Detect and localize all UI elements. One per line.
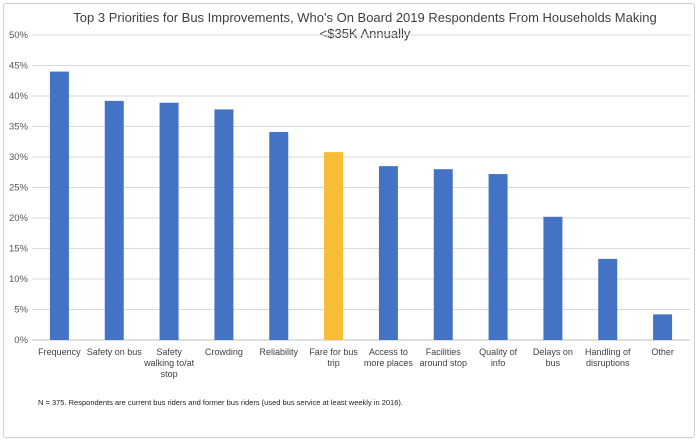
y-tick-label: 50% [9, 30, 29, 41]
x-category-label-line: disruptions [586, 358, 630, 368]
x-category-label: Frequency [38, 347, 81, 357]
chart-title-line: <$35K Annually [319, 26, 411, 41]
x-category-label-line: Crowding [205, 347, 243, 357]
x-category-label-line: Fare for bus [309, 347, 358, 357]
x-category-label: Other [651, 347, 674, 357]
x-category-label: Quality of info [479, 347, 518, 368]
y-tick-label: 45% [9, 61, 29, 72]
x-category-label-line: info [491, 358, 506, 368]
x-category-label: Access to more places [364, 347, 414, 368]
y-tick-label: 25% [9, 183, 29, 194]
y-tick-label: 10% [9, 274, 29, 285]
x-category-label-line: Facilities [426, 347, 462, 357]
x-category-label-line: Reliability [259, 347, 298, 357]
x-category-label: Handling of disruptions [585, 347, 631, 368]
y-tick-label: 20% [9, 213, 29, 224]
x-category-label: Facilities around stop [419, 347, 467, 368]
bar [488, 174, 508, 340]
bar [214, 109, 234, 340]
chart-title: Top 3 Priorities for Bus Improvements, W… [60, 10, 670, 42]
bar [378, 166, 398, 340]
bar [543, 216, 563, 340]
chart-title-line: Top 3 Priorities for Bus Improvements, W… [73, 10, 657, 25]
x-category-label-line: more places [364, 358, 414, 368]
y-tick-label: 35% [9, 122, 29, 133]
y-tick-label: 15% [9, 244, 29, 255]
x-category-label-line: around stop [419, 358, 467, 368]
y-tick-label: 40% [9, 91, 29, 102]
bar [433, 169, 453, 340]
x-category-label-line: walking to/at [143, 358, 195, 368]
x-category-label-line: Delays on [533, 347, 573, 357]
bar [324, 152, 344, 340]
y-tick-label: 5% [14, 305, 28, 316]
bar [104, 100, 124, 340]
x-category-label-line: Quality of [479, 347, 518, 357]
x-category-label-line: Access to [369, 347, 408, 357]
bar [49, 71, 69, 340]
x-category-label-line: Handling of [585, 347, 631, 357]
x-category-label-line: bus [546, 358, 561, 368]
y-tick-label: 30% [9, 152, 29, 163]
x-category-label: Fare for bus trip [309, 347, 358, 368]
x-category-label: Delays on bus [533, 347, 573, 368]
x-category-label-line: Safety [156, 347, 182, 357]
y-tick-label: 0% [14, 335, 28, 346]
x-category-label: Crowding [205, 347, 243, 357]
x-category-label-line: Other [651, 347, 674, 357]
x-category-label-line: stop [161, 369, 178, 379]
bar [598, 258, 618, 340]
x-category-label-line: Frequency [38, 347, 81, 357]
bar [159, 102, 179, 341]
x-category-label-line: Safety on bus [87, 347, 143, 357]
x-category-label: Safety on bus [87, 347, 143, 357]
chart-footnote: N = 375. Respondents are current bus rid… [38, 398, 403, 407]
bar [653, 314, 673, 340]
x-category-label-line: trip [327, 358, 340, 368]
x-category-label: Safety walking to/at stop [143, 347, 195, 379]
x-category-label: Reliability [259, 347, 298, 357]
bar [269, 131, 289, 340]
